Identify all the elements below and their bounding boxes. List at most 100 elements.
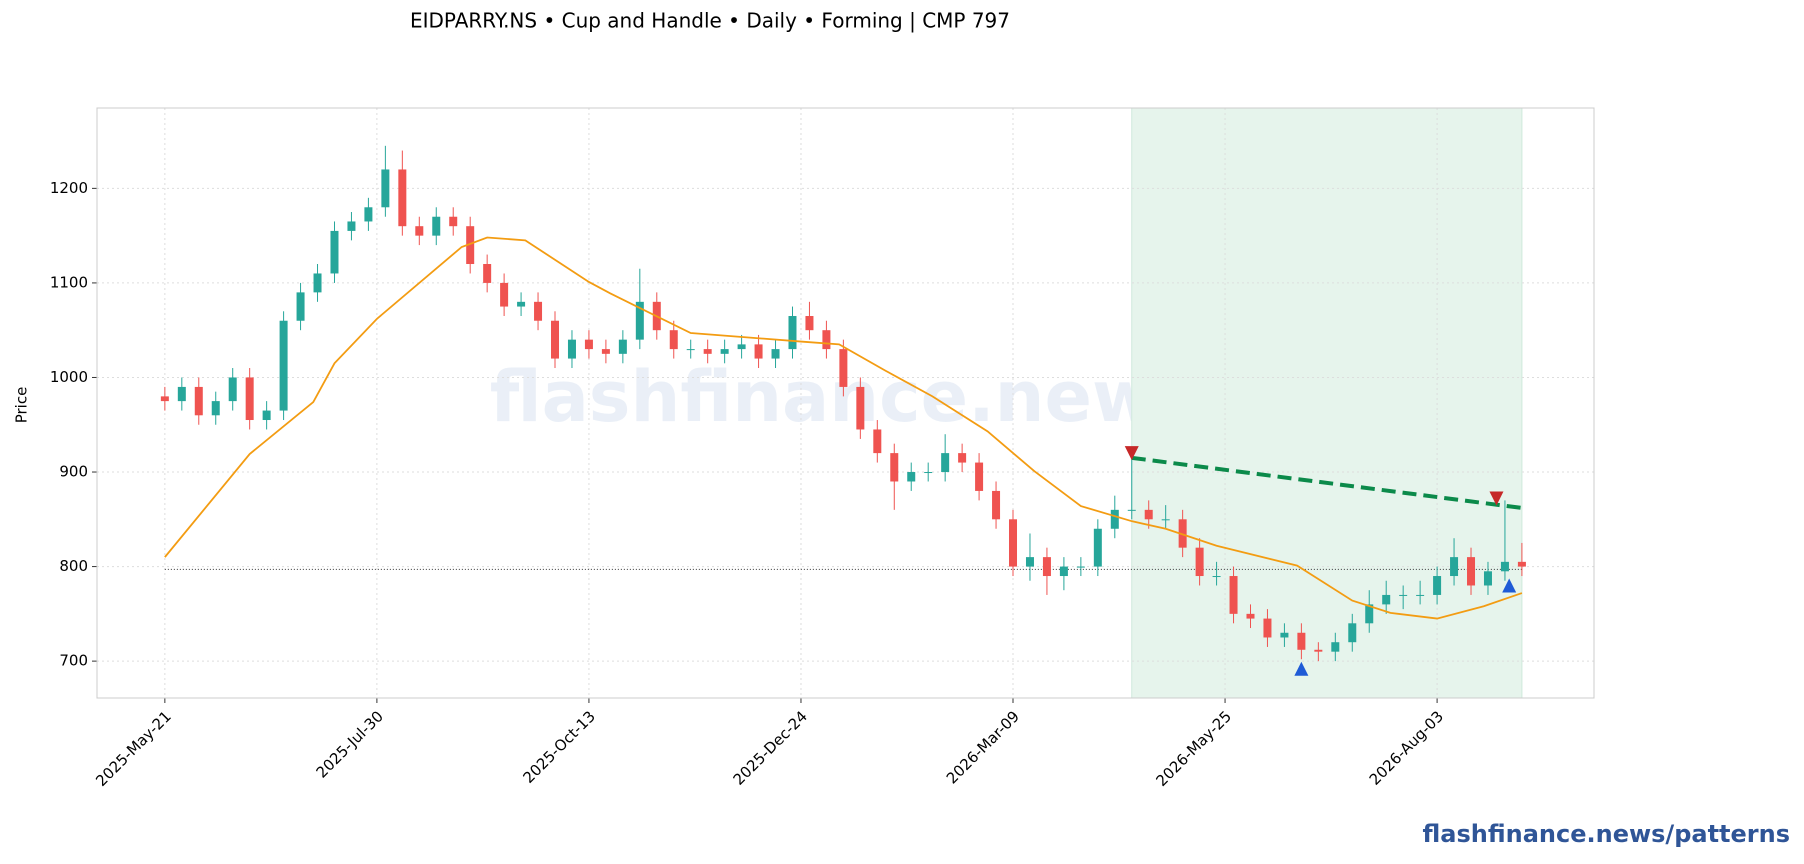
candle-body — [1093, 528, 1102, 567]
chart-title: EIDPARRY.NS • Cup and Handle • Daily • F… — [410, 9, 1010, 33]
candle-body — [958, 453, 967, 463]
candle-body — [160, 396, 169, 402]
candle-body — [364, 207, 373, 222]
candle-body — [584, 339, 593, 350]
candle-body — [686, 349, 695, 351]
candle-body — [1297, 632, 1306, 650]
candle-body — [992, 490, 1001, 520]
candle-body — [1025, 557, 1034, 567]
candle-body — [941, 453, 950, 473]
candle-body — [534, 301, 543, 321]
y-tick-label: 1000 — [50, 368, 88, 386]
rim-line — [1131, 455, 1523, 510]
candle-body — [1500, 561, 1509, 572]
x-tick-label: 2026-May-25 — [1152, 707, 1235, 790]
candle-body — [398, 169, 407, 227]
candle-body — [567, 339, 576, 359]
candle-body — [466, 226, 475, 265]
y-tick-label: 1100 — [50, 273, 88, 291]
candle-body — [211, 401, 220, 416]
x-tick-label: 2025-May-21 — [92, 707, 175, 790]
candle-body — [1348, 623, 1357, 643]
x-tick-label: 2025-Dec-24 — [730, 707, 811, 788]
x-tick-label: 2025-Jul-30 — [313, 707, 387, 781]
candle-body — [1127, 509, 1136, 511]
x-tick-label: 2026-Mar-09 — [943, 707, 1023, 787]
candle-body — [839, 349, 848, 387]
candle-body — [381, 169, 390, 208]
candle-body — [618, 339, 627, 354]
candle-body — [330, 230, 339, 274]
candle-body — [601, 349, 610, 354]
x-tick-label: 2025-Oct-13 — [519, 707, 599, 787]
candle-body — [737, 344, 746, 350]
candle-body — [703, 349, 712, 354]
candle-body — [890, 453, 899, 482]
candle-body — [1212, 576, 1221, 578]
candle-body — [415, 226, 424, 236]
trough-marker — [1502, 578, 1517, 593]
trough-marker — [1294, 661, 1309, 676]
candle-body — [313, 273, 322, 293]
candle-body — [517, 301, 526, 307]
candle-body — [873, 429, 882, 454]
candle-body — [720, 349, 729, 354]
candle-body — [483, 264, 492, 283]
candle-body — [551, 320, 560, 359]
candle-body — [924, 472, 933, 474]
pattern-region — [1131, 107, 1523, 699]
candle-body — [1076, 566, 1085, 568]
plot-area: 700 800 900 1000 1100 1200 2025-May-21 2025-Jul… — [50, 107, 1595, 790]
candle-body — [1382, 594, 1391, 605]
y-tick-label: 1200 — [50, 179, 88, 197]
peak-marker — [1489, 491, 1504, 506]
candle-body — [1246, 613, 1255, 619]
y-tick-label: 700 — [59, 652, 88, 670]
peak-marker — [1124, 446, 1139, 461]
candle-body — [1280, 632, 1289, 638]
candle-body — [1144, 509, 1153, 520]
candle-body — [449, 216, 458, 227]
candle-body — [1110, 509, 1119, 529]
candle-body — [669, 330, 678, 350]
candle-body — [1229, 576, 1238, 614]
candle-body — [1483, 571, 1492, 586]
candle-body — [432, 216, 441, 236]
candle-body — [788, 316, 797, 350]
candle-body — [1467, 557, 1476, 586]
candle-body — [1365, 604, 1374, 624]
plot-frame — [96, 107, 1595, 699]
candle-body — [1009, 519, 1018, 567]
candle-body — [907, 472, 916, 482]
candle-body — [1161, 519, 1170, 521]
candle-body — [1399, 594, 1408, 596]
y-tick-label: 900 — [59, 463, 88, 481]
candle-body — [500, 282, 509, 307]
y-axis-label: Price — [13, 387, 31, 424]
candle-body — [296, 292, 305, 321]
candle-body — [975, 462, 984, 491]
candle-body — [194, 386, 203, 416]
x-tick-label: 2026-Aug-03 — [1366, 707, 1447, 788]
candle-body — [635, 301, 644, 340]
footer: flashfinance.news/patterns — [1422, 820, 1790, 848]
candle-body — [1450, 557, 1459, 577]
candle-body — [1263, 618, 1272, 638]
candle-body — [279, 320, 288, 411]
moving-average — [164, 236, 1523, 620]
candle-body — [1195, 547, 1204, 577]
candle-body — [754, 344, 763, 359]
candle-body — [228, 377, 237, 402]
candle-body — [822, 330, 831, 350]
candle-body — [1416, 594, 1425, 596]
candle-body — [805, 316, 814, 331]
candle-body — [771, 349, 780, 359]
candle-body — [1433, 576, 1442, 595]
candle-body — [1331, 642, 1340, 652]
candle-body — [245, 377, 254, 421]
candle-body — [856, 386, 865, 430]
candle-body — [177, 386, 186, 402]
candle-body — [262, 410, 271, 421]
